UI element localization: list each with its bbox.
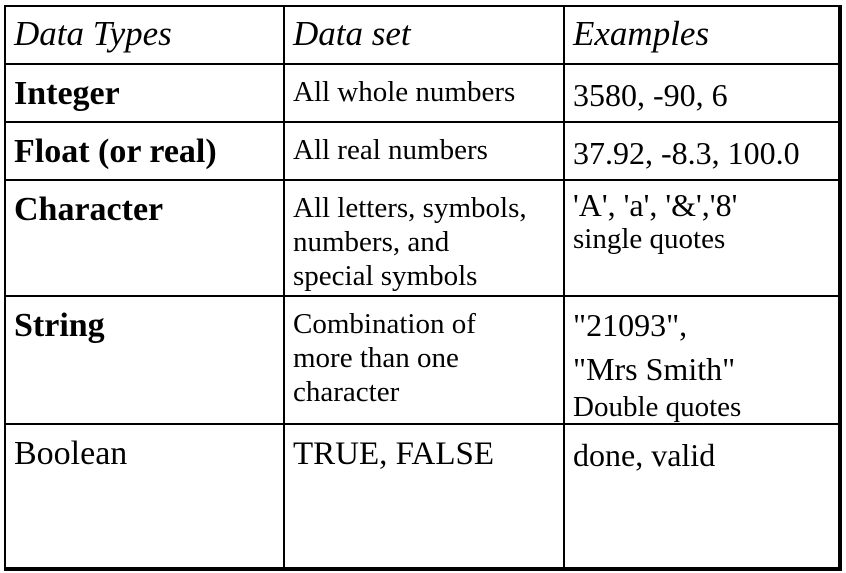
example-note: single quotes [573, 223, 726, 255]
examples-cell: 37.92, -8.3, 100.0 [563, 121, 842, 181]
type-cell: Float (or real) [4, 121, 285, 181]
example-line: "21093", [573, 307, 688, 343]
example-line: 3580, -90, 6 [573, 77, 728, 113]
data-set-cell: All letters, symbols, numbers, and speci… [283, 179, 565, 297]
example-line: "Mrs Smith" [573, 351, 736, 387]
data-set-line: character [293, 376, 400, 408]
type-cell: String [4, 295, 285, 425]
data-set-line: numbers, and [293, 226, 450, 258]
type-cell: Boolean [4, 423, 285, 571]
example-note: Double quotes [573, 391, 742, 423]
data-set-line: more than one [293, 342, 459, 374]
data-set-cell: All real numbers [283, 121, 565, 181]
table-row: Boolean TRUE, FALSE done, valid [4, 423, 842, 571]
table-border [4, 5, 840, 569]
header-row: Data Types Data set Examples [4, 5, 842, 65]
example-line: 37.92, -8.3, 100.0 [573, 135, 800, 171]
example-line: 'A', 'a', '&','8' [573, 187, 738, 223]
table-row: Integer All whole numbers 3580, -90, 6 [4, 63, 842, 123]
table-row: Character All letters, symbols, numbers,… [4, 179, 842, 297]
examples-cell: done, valid [563, 423, 842, 571]
header-data-types: Data Types [4, 5, 285, 65]
data-set-line: Combination of [293, 308, 476, 340]
type-cell: Integer [4, 63, 285, 123]
header-data-set: Data set [283, 5, 565, 65]
data-set-line: All letters, symbols, [293, 192, 527, 224]
data-set-cell: All whole numbers [283, 63, 565, 123]
data-set-line: special symbols [293, 260, 478, 292]
data-set-cell: Combination of more than one character [283, 295, 565, 425]
table-row: Float (or real) All real numbers 37.92, … [4, 121, 842, 181]
data-types-table: Data Types Data set Examples Integer All… [4, 5, 842, 571]
examples-cell: 'A', 'a', '&','8' single quotes [563, 179, 842, 297]
examples-cell: "21093", "Mrs Smith" Double quotes [563, 295, 842, 425]
header-examples: Examples [563, 5, 842, 65]
data-set-cell: TRUE, FALSE [283, 423, 565, 571]
examples-cell: 3580, -90, 6 [563, 63, 842, 123]
table-row: String Combination of more than one char… [4, 295, 842, 425]
type-cell: Character [4, 179, 285, 297]
example-line: done, valid [573, 437, 716, 473]
